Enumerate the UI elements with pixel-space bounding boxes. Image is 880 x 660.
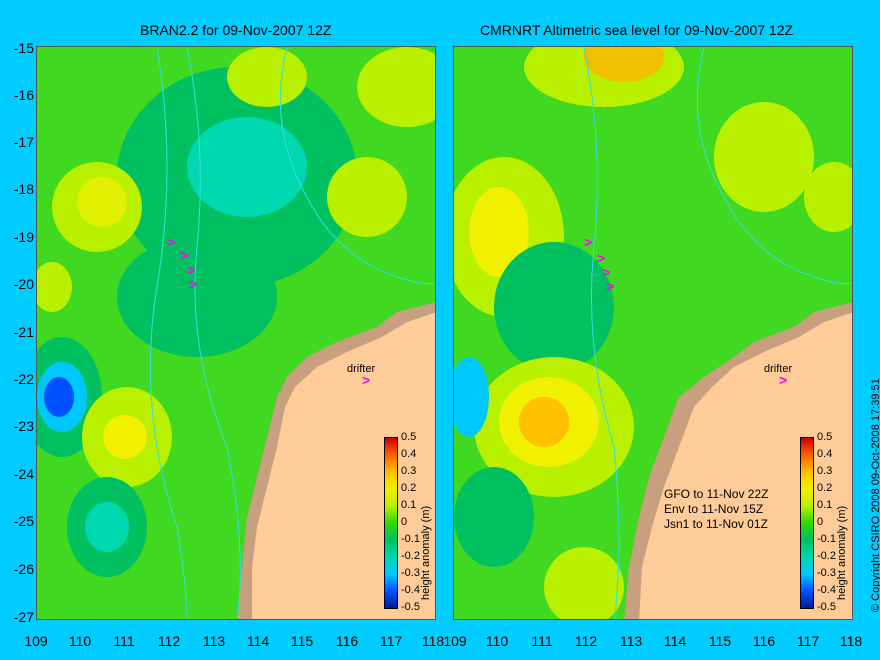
colorbar-tick: -0.1 [401, 533, 420, 545]
colorbar-tick: -0.2 [817, 550, 836, 562]
x-tick-label: 115 [290, 633, 314, 649]
colorbar-tick: -0.5 [817, 601, 836, 613]
drifter-legend-marker: > [362, 372, 371, 388]
jsn1-note: Jsn1 to 11-Nov 01Z [664, 517, 768, 531]
x-tick-label: 114 [246, 633, 270, 649]
x-tick-label: 116 [335, 633, 359, 649]
drifter-track-marker: > [187, 262, 196, 278]
x-tick-label: 111 [531, 633, 553, 649]
x-tick-label: 112 [157, 633, 181, 649]
y-tick-label: -22 [13, 371, 34, 387]
bran-sea-level-field [37, 47, 435, 619]
colorbar-tick: 0 [401, 516, 408, 528]
colorbar-tick: 0.5 [817, 431, 833, 443]
drifter-track-marker: > [606, 278, 615, 294]
bran-map-panel: > > > > drifter > [36, 46, 436, 620]
colorbar-tick: 0 [817, 516, 824, 528]
drifter-legend-marker: > [779, 372, 788, 388]
drifter-track-marker: > [189, 276, 198, 292]
colorbar-tick: 0.5 [401, 431, 417, 443]
gfo-note: GFO to 11-Nov 22Z [664, 487, 769, 501]
x-tick-label: 118 [839, 633, 863, 649]
x-tick-label: 110 [68, 633, 92, 649]
colorbar-tick: -0.4 [401, 584, 420, 596]
drifter-track-marker: > [180, 247, 189, 263]
y-tick-label: -16 [13, 87, 34, 103]
y-tick-label: -26 [13, 561, 34, 577]
x-tick-label: 118 [421, 633, 445, 649]
y-tick-label: -23 [13, 418, 34, 434]
satellite-notes: GFO to 11-Nov 22Z Env to 11-Nov 15Z Jsn1… [664, 487, 768, 532]
colorbar-tick: -0.3 [817, 567, 836, 579]
drifter-track-marker: > [602, 264, 611, 280]
colorbar-title: height anomaly (m) [836, 505, 848, 600]
copyright-notice: © Copyright CSIRO 2008 09-Oct-2008 17:39… [870, 378, 880, 612]
colorbar-tick: 0.2 [401, 482, 417, 494]
colorbar-tick: 0.2 [817, 482, 833, 494]
colorbar-tick: 0.3 [401, 465, 417, 477]
x-tick-label: 117 [796, 633, 820, 649]
drifter-track-marker: > [584, 234, 593, 250]
colorbar-tick: 0.1 [817, 499, 833, 511]
colorbar-tick: 0.4 [401, 448, 417, 460]
colorbar-tick: 0.4 [817, 448, 833, 460]
right-map-title: CMRNRT Altimetric sea level for 09-Nov-2… [480, 22, 794, 38]
y-tick-label: -24 [13, 466, 34, 482]
drifter-track-marker: > [597, 250, 606, 266]
y-tick-label: -19 [13, 229, 34, 245]
colorbar-title: height anomaly (m) [420, 505, 432, 600]
x-tick-label: 111 [113, 633, 135, 649]
x-tick-label: 115 [708, 633, 732, 649]
y-tick-label: -20 [13, 276, 34, 292]
x-tick-label: 113 [202, 633, 226, 649]
left-map-title: BRAN2.2 for 09-Nov-2007 12Z [140, 22, 332, 38]
cmrnrt-map-panel: > > > > drifter > GFO to 11-Nov 22Z Env … [453, 46, 853, 620]
right-colorbar-scale [800, 437, 814, 609]
colorbar-tick: -0.4 [817, 584, 836, 596]
drifter-label: drifter [347, 363, 376, 375]
x-tick-label: 116 [752, 633, 776, 649]
x-tick-label: 109 [24, 633, 48, 649]
y-tick-label: -25 [13, 513, 34, 529]
x-tick-label: 110 [485, 633, 509, 649]
colorbar-tick: -0.3 [401, 567, 420, 579]
colorbar-tick: 0.1 [401, 499, 417, 511]
y-tick-label: -27 [13, 609, 34, 625]
cmrnrt-sea-level-field [454, 47, 852, 619]
drifter-label: drifter [764, 363, 793, 375]
x-tick-label: 113 [619, 633, 643, 649]
x-tick-label: 117 [379, 633, 403, 649]
x-tick-label: 112 [574, 633, 598, 649]
drifter-track-marker: > [167, 234, 176, 250]
colorbar-tick: -0.1 [817, 533, 836, 545]
colorbar-tick: 0.3 [817, 465, 833, 477]
env-note: Env to 11-Nov 15Z [664, 502, 764, 516]
y-tick-label: -21 [13, 324, 34, 340]
y-tick-label: -17 [13, 134, 34, 150]
y-tick-label: -18 [13, 181, 34, 197]
y-tick-label: -15 [13, 40, 34, 56]
colorbar-tick: -0.5 [401, 601, 420, 613]
colorbar-tick: -0.2 [401, 550, 420, 562]
x-tick-label: 114 [663, 633, 687, 649]
left-colorbar-scale [384, 437, 398, 609]
x-tick-label: 109 [443, 633, 467, 649]
